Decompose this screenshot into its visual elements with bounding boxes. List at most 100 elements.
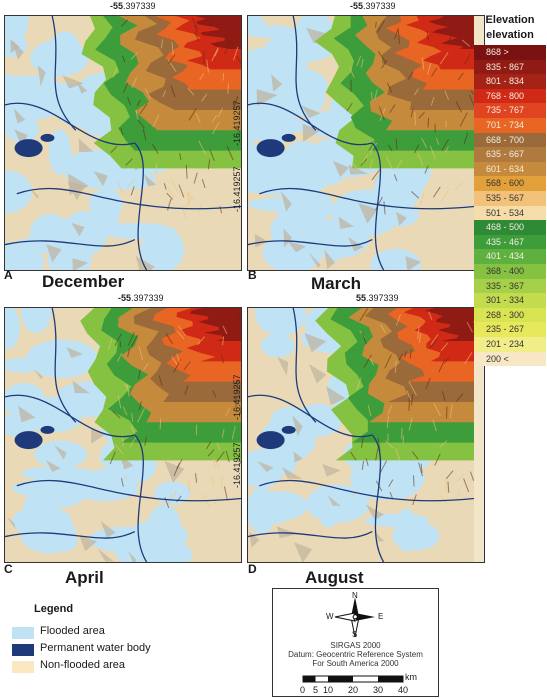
flooded-patch bbox=[373, 164, 423, 210]
panel-b-letter: B bbox=[248, 268, 257, 282]
map-c-svg bbox=[5, 308, 241, 562]
terrain-facet bbox=[308, 364, 327, 384]
ridge-texture bbox=[131, 412, 134, 422]
ridge-texture bbox=[396, 159, 403, 169]
ridge-texture bbox=[445, 406, 448, 419]
ridge-texture bbox=[384, 354, 392, 369]
river bbox=[51, 16, 77, 131]
ridge-texture bbox=[444, 357, 450, 364]
elevation-class-label: 401 - 434 bbox=[486, 251, 525, 262]
legend-flooded-label: Flooded area bbox=[40, 625, 105, 637]
elevation-class: 435 - 467 bbox=[474, 234, 546, 250]
ridge-texture bbox=[195, 473, 198, 483]
elevation-swatch bbox=[474, 88, 546, 104]
ridge-texture bbox=[206, 59, 210, 73]
flooded-patch bbox=[49, 31, 81, 69]
ridge-texture bbox=[177, 325, 186, 336]
ridge-texture bbox=[434, 453, 441, 466]
terrain-facet bbox=[254, 233, 268, 248]
elevation-class-label: 435 - 467 bbox=[486, 236, 525, 247]
elevation-class-label: 268 - 300 bbox=[486, 309, 525, 320]
ridge-texture bbox=[209, 149, 215, 162]
ridge-texture bbox=[367, 404, 372, 417]
elevation-class-label: 501 - 534 bbox=[486, 207, 525, 218]
ridge-texture bbox=[160, 39, 163, 49]
ridge-texture bbox=[388, 479, 394, 487]
map-panel-b bbox=[247, 15, 485, 271]
terrain-facet bbox=[71, 222, 85, 237]
ridge-texture bbox=[377, 50, 387, 63]
ridge-texture bbox=[126, 384, 130, 397]
ridge-texture bbox=[223, 486, 228, 501]
scale-tick-20: 20 bbox=[348, 685, 359, 695]
permanent-water-body bbox=[40, 133, 55, 142]
ridge-texture bbox=[469, 471, 474, 481]
elevation-swatch bbox=[474, 176, 546, 191]
elevation-class: 335 - 367 bbox=[474, 278, 546, 294]
elevation-class: 868 > bbox=[474, 45, 546, 60]
ridge-texture bbox=[365, 458, 369, 466]
terrain-facet bbox=[327, 495, 341, 506]
ridge-texture bbox=[130, 334, 139, 348]
elevation-class-label: 335 - 367 bbox=[486, 280, 525, 291]
ridge-texture bbox=[351, 161, 358, 169]
ridge-texture bbox=[389, 104, 396, 113]
ridge-texture bbox=[417, 153, 424, 167]
ridge-texture bbox=[424, 165, 429, 174]
ridge-texture bbox=[369, 158, 373, 172]
north-label: N bbox=[352, 591, 358, 600]
terrain-facet bbox=[373, 530, 385, 542]
ridge-texture bbox=[397, 29, 400, 44]
ridge-texture bbox=[207, 449, 215, 457]
ridge-texture bbox=[130, 186, 135, 196]
ridge-texture bbox=[107, 338, 113, 351]
elevation-class: 535 - 567 bbox=[474, 191, 546, 206]
ridge-texture bbox=[369, 357, 375, 366]
ridge-texture bbox=[130, 52, 138, 60]
terrain-facet bbox=[277, 357, 289, 377]
flooded-patch bbox=[5, 170, 32, 213]
ridge-texture bbox=[201, 93, 208, 102]
ridge-texture bbox=[395, 448, 401, 462]
ridge-texture bbox=[427, 62, 432, 75]
datum-line-3: For South America 2000 bbox=[312, 659, 399, 668]
flooded-patch bbox=[248, 461, 296, 478]
ridge-texture bbox=[418, 462, 423, 477]
elevation-class-label: 701 - 734 bbox=[486, 120, 525, 130]
ridge-texture bbox=[361, 460, 365, 471]
ridge-texture bbox=[466, 321, 473, 333]
ridge-texture bbox=[187, 192, 195, 201]
ridge-texture bbox=[417, 325, 420, 339]
ridge-texture bbox=[386, 415, 389, 429]
ridge-texture bbox=[393, 174, 398, 182]
ridge-texture bbox=[231, 425, 236, 440]
ridge-texture bbox=[112, 411, 121, 419]
ridge-texture bbox=[411, 451, 419, 460]
ridge-texture bbox=[370, 91, 373, 101]
river bbox=[371, 142, 385, 270]
terrain-facet bbox=[301, 105, 321, 119]
ridge-texture bbox=[207, 159, 211, 170]
legend-permanent-water-swatch bbox=[12, 644, 34, 656]
flooded-patch bbox=[5, 357, 42, 373]
ridge-texture bbox=[435, 137, 440, 145]
river bbox=[248, 530, 373, 539]
ridge-texture bbox=[171, 42, 174, 56]
ridge-texture bbox=[211, 475, 215, 486]
ridge-texture bbox=[361, 153, 369, 164]
ridge-texture bbox=[455, 101, 462, 113]
terrain-facet bbox=[283, 228, 293, 248]
terrain-facet bbox=[322, 464, 341, 477]
panel-a-lon-label: -55.397339 bbox=[110, 1, 156, 11]
ridge-texture bbox=[221, 428, 225, 438]
ridge-texture bbox=[116, 352, 123, 363]
ridge-texture bbox=[162, 90, 167, 98]
ridge-texture bbox=[375, 21, 377, 28]
elevation-class: 201 - 234 bbox=[474, 337, 546, 352]
terrain-facet bbox=[332, 161, 350, 177]
ridge-texture bbox=[429, 339, 438, 349]
ridge-texture bbox=[409, 349, 412, 359]
terrain-facet bbox=[10, 39, 20, 54]
ridge-texture bbox=[441, 391, 446, 402]
ridge-texture bbox=[410, 393, 414, 406]
